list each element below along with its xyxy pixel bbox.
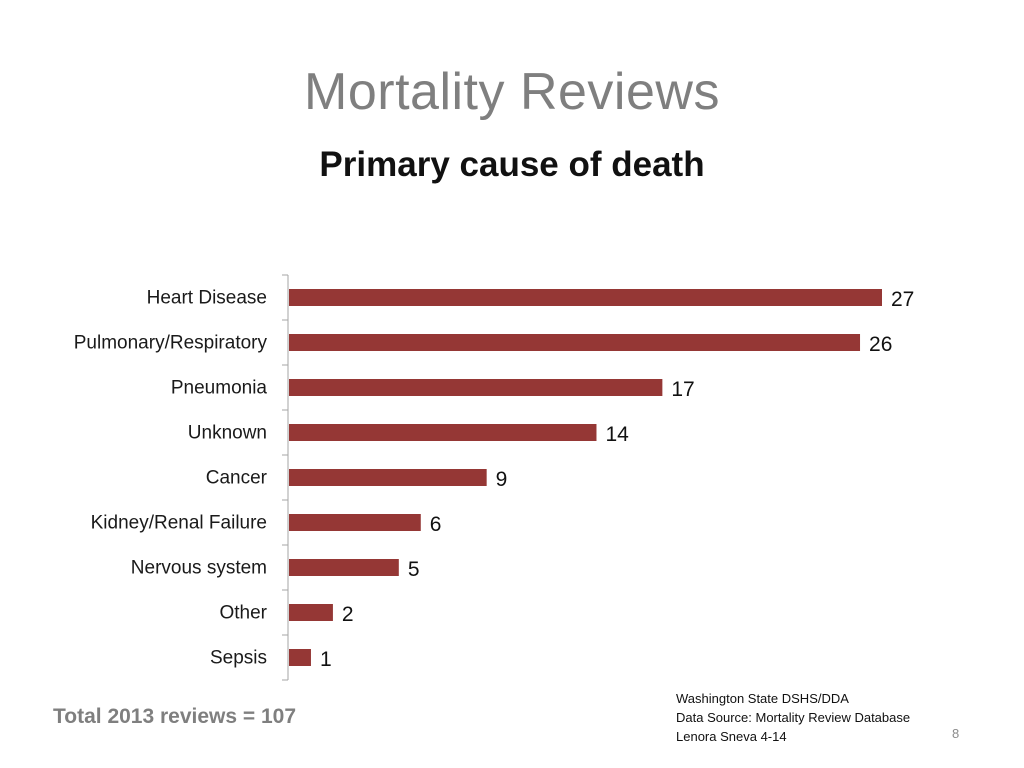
bar (289, 649, 311, 666)
data-label: 9 (496, 468, 508, 491)
source-line-database: Data Source: Mortality Review Database (676, 710, 911, 725)
data-label: 27 (891, 288, 914, 311)
data-label: 1 (320, 648, 332, 671)
data-label: 26 (869, 333, 892, 356)
source-line-author: Lenora Sneva 4-14 (676, 729, 787, 744)
bar (289, 379, 663, 396)
source-line-agency: Washington State DSHS/DDA (676, 691, 849, 706)
page-number: 8 (952, 726, 960, 741)
slide-title: Mortality Reviews (304, 63, 720, 121)
data-label: 2 (342, 603, 354, 626)
bar (289, 514, 421, 531)
category-label: Kidney/Renal Failure (91, 513, 267, 534)
data-label: 5 (408, 558, 420, 581)
category-label: Pulmonary/Respiratory (74, 333, 268, 354)
category-label: Cancer (206, 468, 268, 489)
source-note: Washington State DSHS/DDA Data Source: M… (676, 689, 910, 746)
bar (289, 559, 399, 576)
chart-title: Primary cause of death (319, 145, 705, 184)
category-label: Nervous system (131, 558, 267, 579)
bar (289, 604, 333, 621)
bar (289, 289, 882, 306)
data-label: 17 (671, 378, 694, 401)
data-label: 14 (605, 423, 629, 446)
category-label: Other (219, 603, 267, 624)
category-label: Pneumonia (171, 378, 268, 399)
category-label: Heart Disease (147, 288, 267, 309)
bar (289, 424, 597, 441)
total-reviews: Total 2013 reviews = 107 (53, 705, 297, 728)
bar (289, 469, 487, 486)
data-label: 6 (430, 513, 442, 536)
bar (289, 334, 861, 351)
category-label: Unknown (188, 423, 267, 444)
category-label: Sepsis (210, 648, 267, 669)
